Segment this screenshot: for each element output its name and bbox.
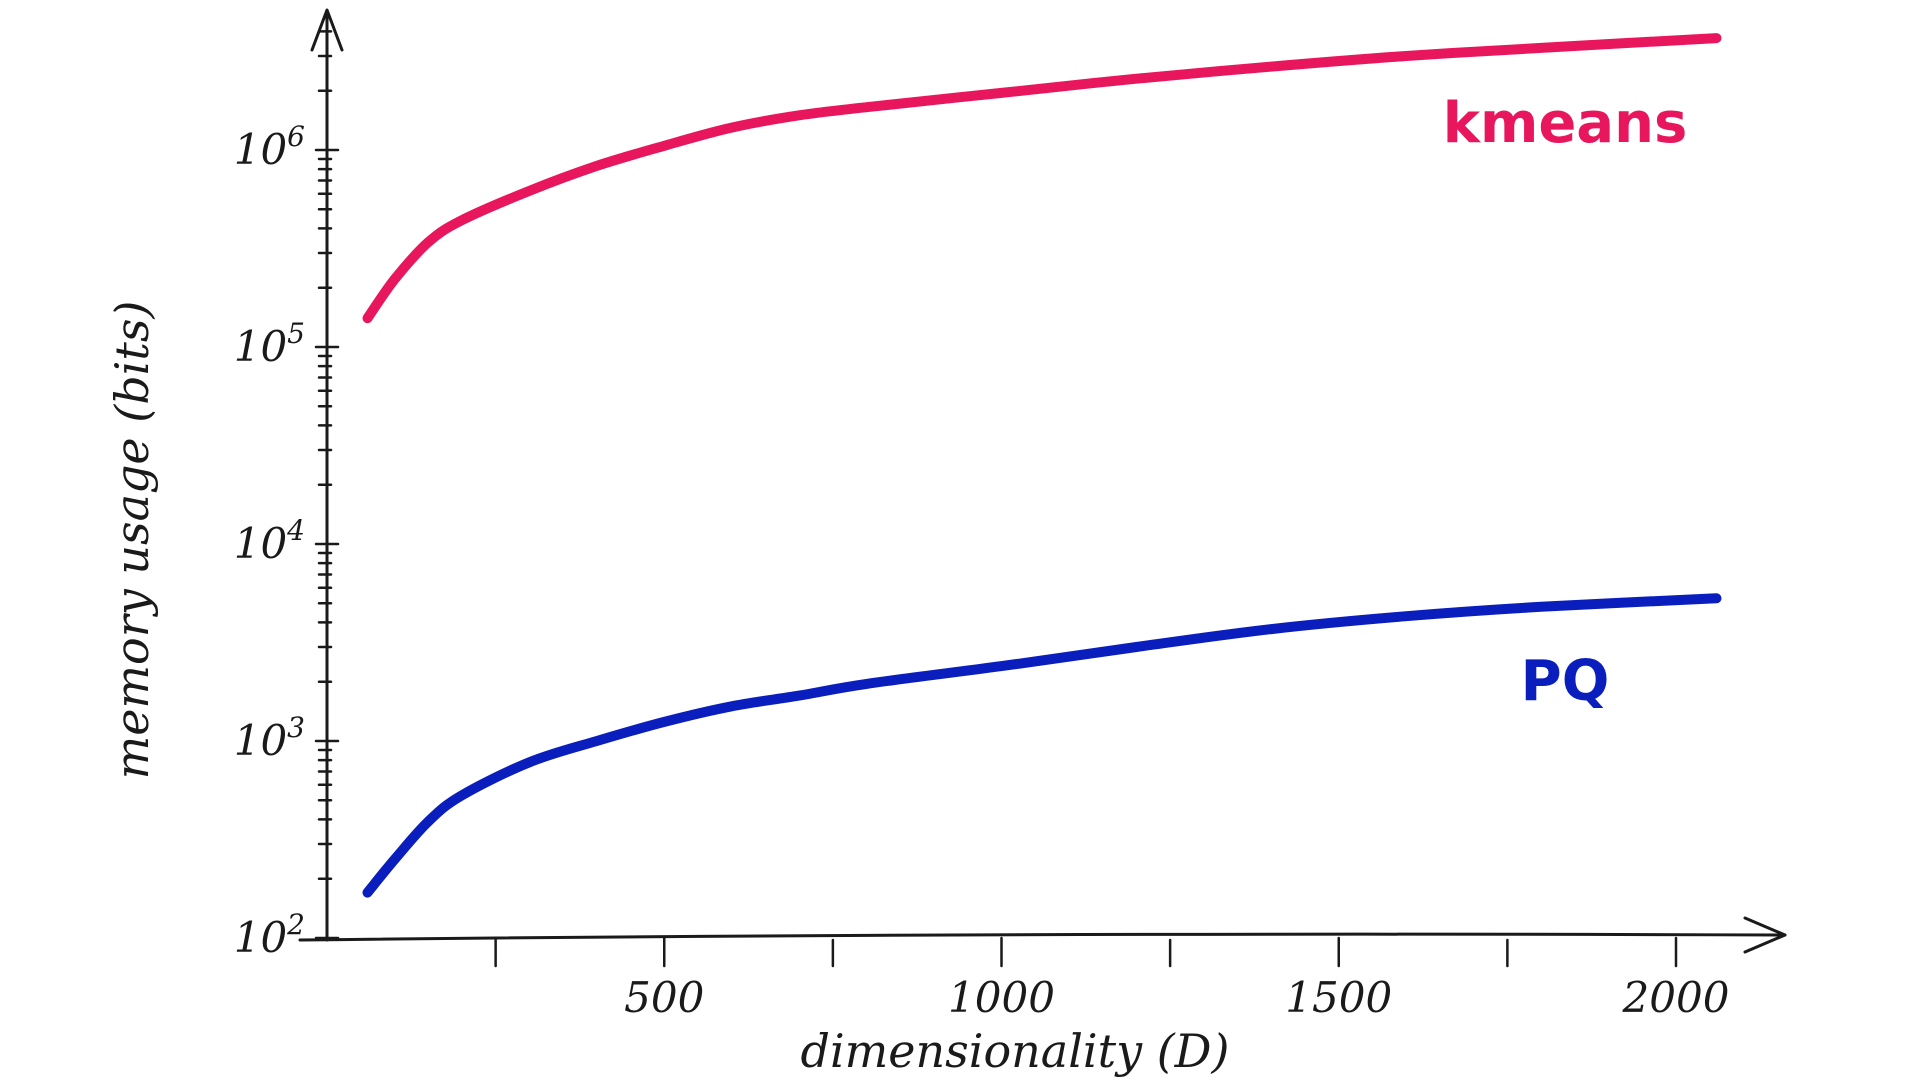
x-tick-label: 2000 [1622, 973, 1730, 1022]
x-axis-arrow-icon [1743, 916, 1787, 954]
series-label-pq: PQ [1521, 649, 1610, 714]
x-axis-line [298, 932, 1787, 942]
y-tick-label: 104 [234, 514, 305, 568]
series-line-pq [362, 593, 1722, 898]
series-line-kmeans [362, 33, 1722, 324]
y-axis-title: memory usage (bits) [105, 301, 159, 780]
y-tick-label: 103 [234, 711, 305, 765]
y-tick-label: 106 [234, 120, 305, 174]
y-axis-arrow-icon [310, 8, 344, 52]
series-label-kmeans: kmeans [1443, 91, 1688, 156]
x-tick-label: 500 [624, 973, 704, 1022]
ticks: 102 103 104 105 106 500 1000 1500 2000 [234, 30, 1730, 1022]
x-tick-label: 1500 [1285, 973, 1392, 1022]
x-axis-title: dimensionality (D) [801, 1024, 1230, 1078]
x-tick-label: 1000 [948, 973, 1055, 1022]
y-tick-label: 102 [234, 908, 305, 962]
series: kmeans PQ [362, 33, 1722, 898]
y-tick-label: 105 [234, 317, 305, 371]
